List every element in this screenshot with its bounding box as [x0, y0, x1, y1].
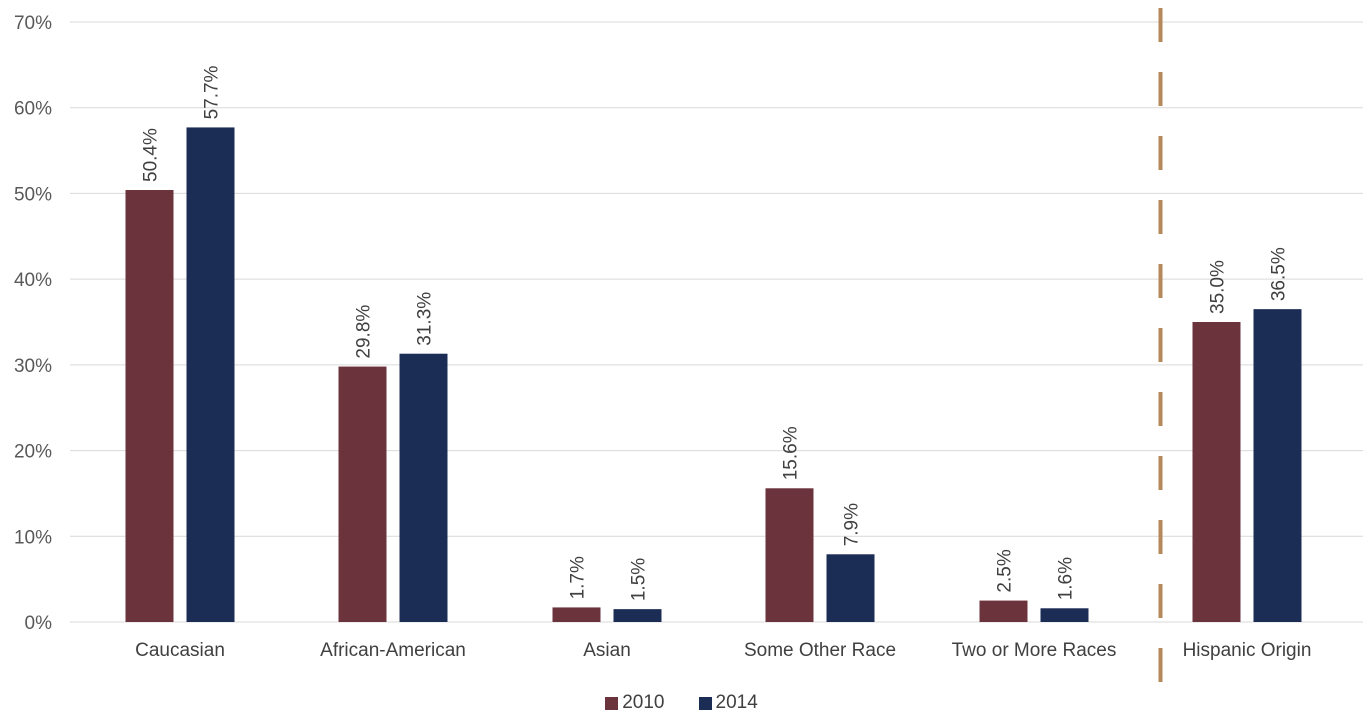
y-tick-label: 60% — [14, 99, 52, 120]
x-tick-label: Asian — [583, 640, 631, 661]
data-label: 1.6% — [1056, 557, 1077, 600]
bar-2010 — [125, 190, 174, 622]
data-label: 7.9% — [842, 503, 863, 546]
data-label: 31.3% — [415, 292, 436, 346]
bar-2014 — [826, 554, 875, 622]
bar-2010 — [552, 607, 601, 622]
y-tick-label: 10% — [14, 527, 52, 548]
data-label: 35.0% — [1208, 260, 1229, 314]
bar-2010 — [1192, 322, 1241, 622]
bar-2010 — [338, 366, 387, 622]
y-tick-label: 50% — [14, 184, 52, 205]
y-tick-label: 20% — [14, 442, 52, 463]
data-label: 57.7% — [202, 65, 223, 119]
legend: 2010 2014 — [0, 692, 1363, 714]
data-label: 36.5% — [1269, 247, 1290, 301]
data-label: 29.8% — [354, 305, 375, 359]
legend-item-2010: 2010 — [605, 692, 665, 714]
data-label: 1.7% — [568, 556, 589, 599]
bar-2010 — [765, 488, 814, 622]
legend-swatch-2014 — [698, 696, 712, 710]
bar-2014 — [1040, 608, 1089, 622]
legend-label-2010: 2010 — [622, 692, 665, 713]
data-label: 15.6% — [781, 426, 802, 480]
x-tick-label: Caucasian — [135, 640, 225, 661]
bar-2014 — [399, 353, 448, 622]
y-tick-label: 0% — [25, 613, 53, 634]
data-label: 1.5% — [629, 558, 650, 601]
data-label: 2.5% — [995, 549, 1016, 592]
bar-2014 — [613, 609, 662, 622]
data-label: 50.4% — [141, 128, 162, 182]
x-tick-label: Two or More Races — [952, 640, 1117, 661]
x-tick-label: Hispanic Origin — [1183, 640, 1312, 661]
bar-2014 — [186, 127, 235, 622]
bar-2010 — [979, 600, 1028, 622]
y-tick-label: 30% — [14, 356, 52, 377]
legend-swatch-2010 — [605, 696, 619, 710]
y-tick-label: 70% — [14, 13, 52, 34]
chart-svg: 0% 10% 20% 30% 40% 50% 60% 70% 50.4% 57.7% Caucasi… — [14, 8, 1363, 690]
bar-2014 — [1253, 309, 1302, 622]
legend-item-2014: 2014 — [698, 692, 758, 714]
x-tick-label: Some Other Race — [744, 640, 896, 661]
legend-label-2014: 2014 — [715, 692, 758, 713]
x-tick-label: African-American — [320, 640, 466, 661]
y-tick-label: 40% — [14, 270, 52, 291]
